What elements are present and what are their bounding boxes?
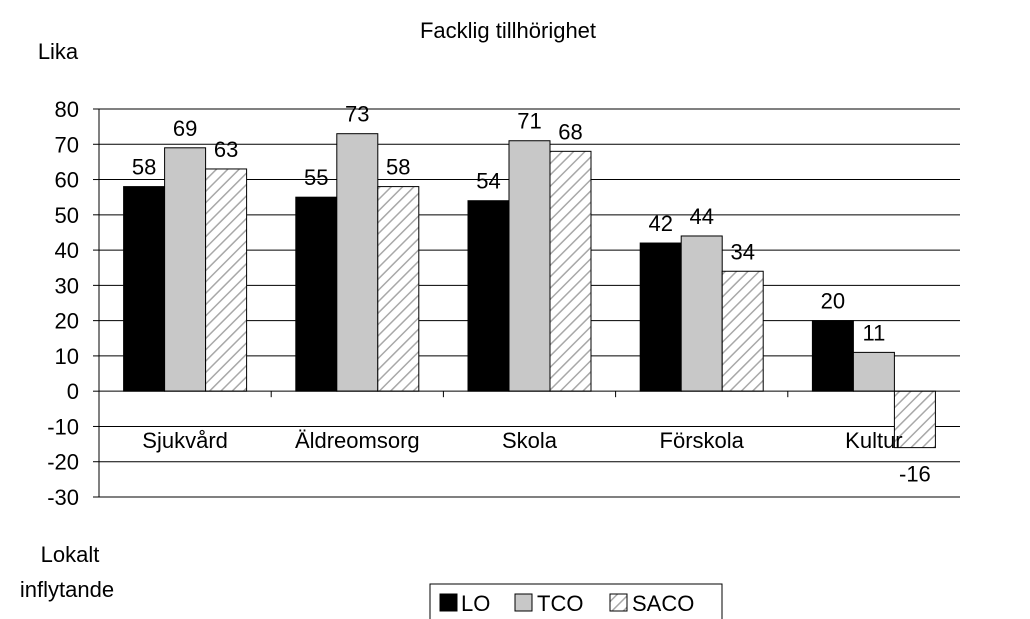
data-label-lo: 54 [476,169,500,194]
y-tick-label: 70 [55,132,79,157]
y-axis-label-bottom-line2: inflytande [20,577,114,602]
y-tick-label: 0 [67,379,79,404]
bar-lo [295,196,338,392]
data-label-lo: 20 [821,289,845,314]
chart-title: Facklig tillhörighet [420,18,596,43]
y-tick-label: 40 [55,238,79,263]
axes [93,108,960,498]
labels: 80 70 60 50 40 30 20 10 0 -10 -20 -30 58 69 63 Sjukvård… [47,97,931,510]
category-label: Äldreomsorg [295,428,420,453]
bar-lo [467,200,510,392]
y-tick-label: -20 [47,450,79,475]
bar-saco [721,270,764,392]
bar-lo [811,320,854,392]
y-tick-label: 60 [55,168,79,193]
legend-box [429,583,723,619]
category-label: Kultur [845,428,902,453]
bar-tco [336,133,379,392]
legend-swatch-lo [439,593,458,612]
data-label-tco: 71 [517,109,541,134]
y-axis-label-bottom-line1: Lokalt [41,542,100,567]
category-label: Skola [502,428,558,453]
data-label-saco: 58 [386,155,410,180]
legend-swatch-tco [514,593,533,612]
data-label-tco: 73 [345,102,369,127]
y-tick-label: 10 [55,344,79,369]
bar-tco [680,235,723,392]
data-label-saco: -16 [899,462,931,487]
data-label-tco: 69 [173,116,197,141]
y-tick-label: 20 [55,309,79,334]
y-tick-label: 50 [55,203,79,228]
legend-swatch-saco [609,593,628,612]
data-label-tco: 44 [689,204,713,229]
category-label: Sjukvård [142,428,228,453]
bar-saco [205,168,248,392]
data-label-lo: 55 [304,165,328,190]
data-label-lo: 58 [132,155,156,180]
data-label-saco: 63 [214,137,238,162]
legend: LO TCO SACO [429,583,723,619]
bar-tco [852,351,895,392]
y-tick-label: 30 [55,273,79,298]
y-tick-label: -10 [47,414,79,439]
bar-lo [639,242,682,392]
y-axis-label-top: Lika [38,39,79,64]
y-tick-label: 80 [55,97,79,122]
bars [123,133,936,449]
y-tick-label: -30 [47,485,79,510]
legend-label-lo: LO [461,591,490,616]
bar-tco [164,147,207,392]
category-label: Förskola [660,428,745,453]
bar-saco [549,150,592,392]
data-label-saco: 34 [730,239,754,264]
data-label-tco: 11 [862,320,885,345]
data-label-saco: 68 [558,119,582,144]
bar-lo [123,186,166,392]
legend-label-saco: SACO [632,591,694,616]
data-label-lo: 42 [648,211,672,236]
bar-saco [893,390,936,449]
bar-saco [377,186,420,392]
legend-label-tco: TCO [537,591,583,616]
bar-tco [508,140,551,392]
